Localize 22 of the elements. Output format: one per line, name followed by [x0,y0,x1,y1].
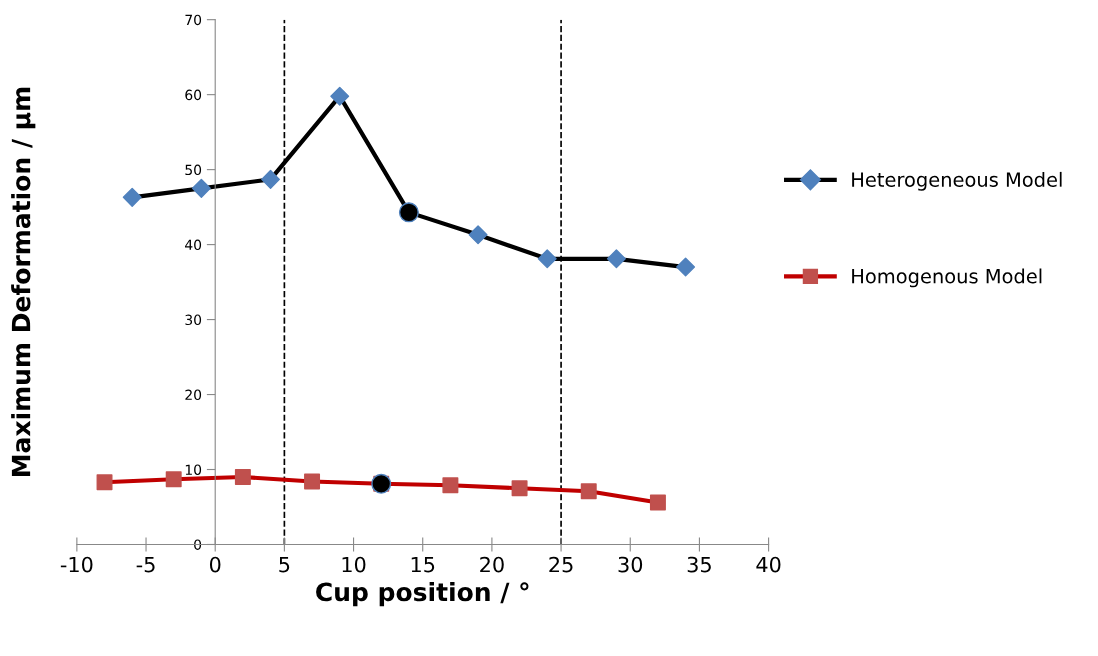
x-axis-title: Cup position / ° [316,582,529,607]
x-tick-label: 0 [209,556,221,573]
y-tick-label: 50 [185,164,202,176]
y-tick-label: 40 [185,239,202,251]
y-tick-label: 10 [185,464,202,475]
y-tick-label: 20 [185,389,202,401]
x-tick-label: 30 [618,556,643,573]
x-tick-label: 15 [411,556,435,573]
y-axis-title: Maximum Deformation / µm [11,87,36,477]
y-tick-label: 30 [185,314,202,326]
x-tick-label: 5 [279,556,290,573]
legend-label: Heterogeneous Model [852,171,1062,191]
x-tick-label: 10 [342,556,366,573]
y-tick-label: 70 [185,14,202,26]
x-tick-label: -10 [60,556,93,573]
x-tick-label: 25 [549,556,573,573]
y-tick-label: 60 [185,89,202,101]
x-tick-label: 20 [480,556,504,573]
x-tick-label: 40 [756,556,781,573]
legend-label: Homogenous Model [852,268,1042,288]
x-tick-label: 35 [687,556,711,573]
x-tick-label: -5 [136,556,155,573]
